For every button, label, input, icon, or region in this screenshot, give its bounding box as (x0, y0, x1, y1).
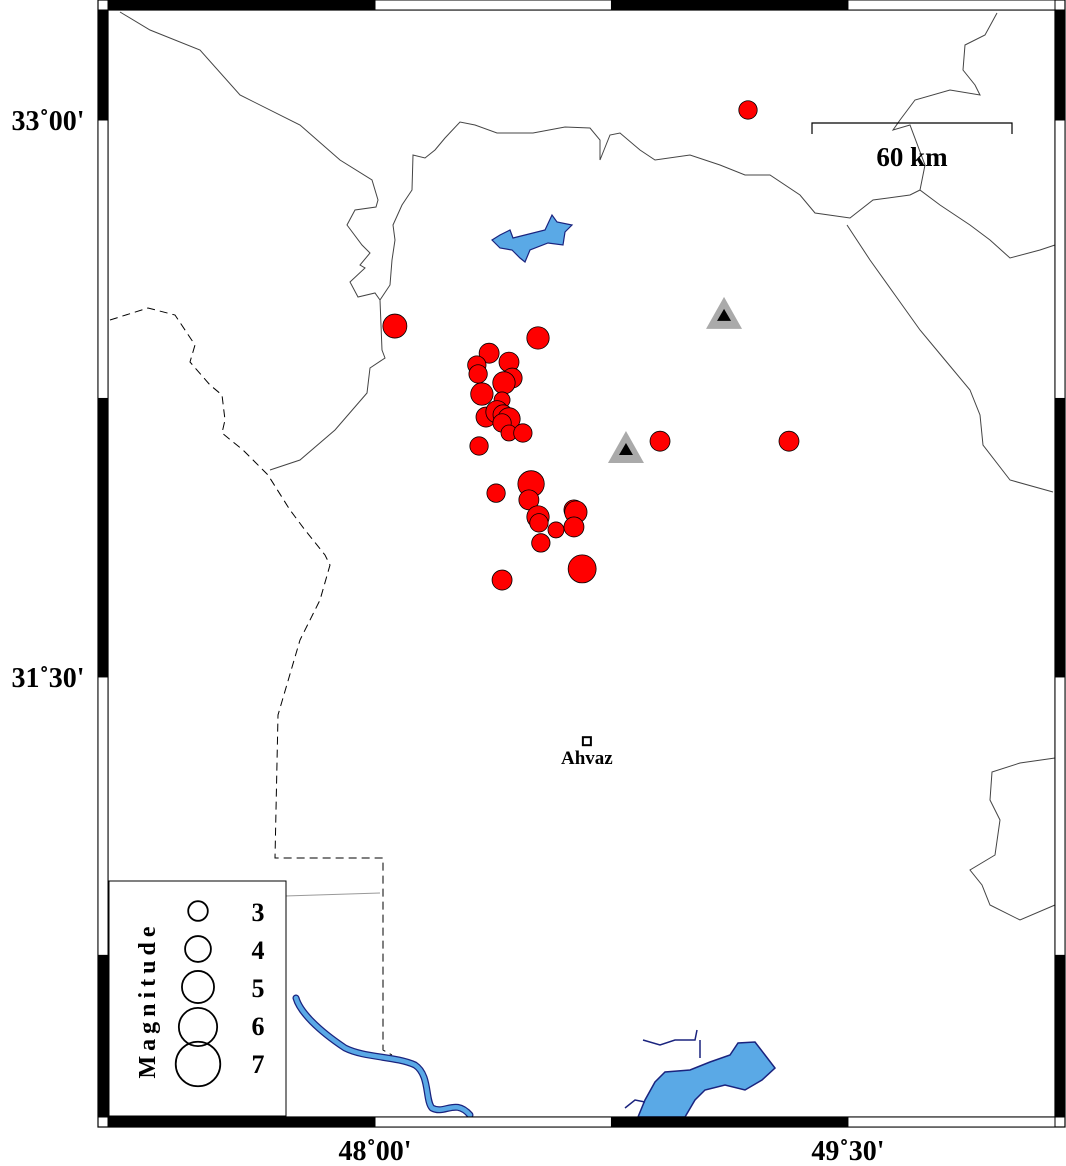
legend-circle (187, 900, 209, 922)
y-tick-label: 33˚00' (11, 106, 84, 137)
station-triangle-icon (706, 296, 743, 329)
frame-segment (1054, 676, 1066, 956)
legend-label: 3 (252, 898, 265, 927)
event-marker (382, 313, 408, 339)
frame-segment (97, 954, 109, 1118)
legend-circle (181, 970, 215, 1004)
event-marker (491, 569, 513, 591)
x-tick-label: 49˚30' (811, 1136, 884, 1166)
event-marker (486, 483, 506, 503)
border-line (379, 121, 921, 301)
frame-segment (847, 0, 1056, 11)
legend-label: 6 (252, 1012, 265, 1041)
international-border (109, 307, 393, 1056)
frame-segment (610, 0, 849, 11)
frame-segment (107, 0, 376, 11)
event-marker (469, 436, 489, 456)
frame-segment (1054, 954, 1066, 1118)
water-bodies (292, 213, 777, 1119)
event-marker (478, 342, 500, 364)
event-marker (778, 430, 800, 452)
map-frame (97, 0, 1066, 1128)
event-marker (738, 100, 758, 120)
legend-label: 7 (252, 1050, 265, 1079)
event-marker (526, 326, 550, 350)
event-marker (468, 364, 488, 384)
event-marker (567, 554, 597, 584)
x-tick-label: 48˚00' (338, 1136, 411, 1166)
lake-north (491, 213, 574, 263)
frame-segment (97, 397, 109, 678)
station-triangle-icon (607, 430, 644, 463)
city-ahvaz: Ahvaz (561, 736, 613, 769)
frame-segment (1054, 397, 1066, 678)
border-line (119, 11, 386, 471)
border-line (891, 12, 1056, 259)
y-tick-label: 31˚30' (11, 663, 84, 694)
frame-segment (97, 119, 109, 399)
scale-bar-line (811, 122, 1013, 134)
frame-segment (610, 1116, 849, 1128)
event-marker (470, 382, 494, 406)
legend-label: 5 (252, 974, 265, 1003)
axis-labels: 48˚00' 49˚30' 33˚00' 31˚30' (11, 106, 884, 1166)
boundaries (109, 11, 1056, 1056)
marsh-south (636, 1041, 777, 1118)
event-marker (547, 521, 565, 539)
station-inner-triangle (717, 308, 732, 321)
scale-bar: 60 km (811, 122, 1013, 172)
frame-segment (107, 1116, 376, 1128)
event-marker (513, 423, 533, 443)
legend-label: 4 (252, 936, 265, 965)
scale-bar-label: 60 km (876, 142, 948, 172)
frame-segment (374, 1116, 612, 1128)
frame-segment (1054, 119, 1066, 399)
event-marker (492, 371, 516, 395)
earthquake-events (382, 100, 800, 591)
event-marker (649, 430, 671, 452)
frame-segment (97, 676, 109, 956)
legend: Magnitude 3 4 5 6 7 (108, 880, 287, 1117)
event-marker (563, 516, 585, 538)
border-line (969, 757, 1056, 921)
border-line (846, 224, 1054, 493)
station-inner-triangle (618, 442, 633, 455)
river-karun-fill (293, 995, 473, 1118)
legend-circle (184, 935, 212, 963)
city-label: Ahvaz (561, 748, 613, 769)
seismic-stations (607, 296, 743, 463)
frame-segment (97, 9, 109, 121)
city-marker-icon (581, 736, 592, 747)
frame-segment (847, 1116, 1056, 1128)
legend-circle (174, 1040, 222, 1088)
border-line (284, 892, 381, 897)
event-marker (529, 513, 549, 533)
legend-circle (177, 1006, 219, 1048)
legend-title: Magnitude (135, 921, 161, 1078)
frame-segment (374, 0, 612, 11)
frame-segment (1054, 9, 1066, 121)
event-marker (531, 533, 551, 553)
marsh-channels (624, 1029, 701, 1109)
